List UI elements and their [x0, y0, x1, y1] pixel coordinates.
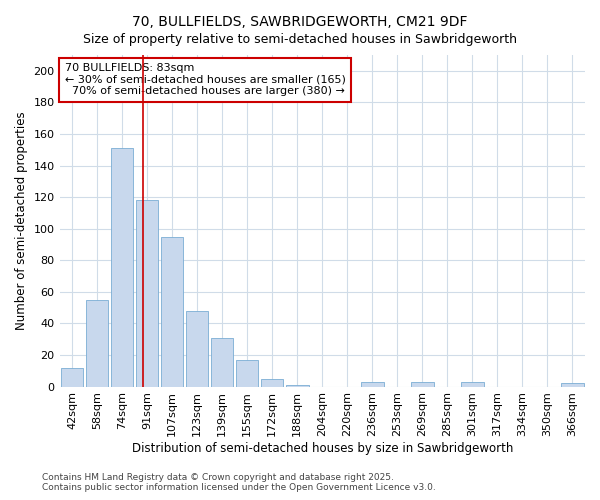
Bar	[186, 311, 208, 386]
Bar	[261, 378, 283, 386]
Bar	[461, 382, 484, 386]
Bar	[86, 300, 109, 386]
Bar	[286, 385, 308, 386]
Y-axis label: Number of semi-detached properties: Number of semi-detached properties	[15, 112, 28, 330]
Bar	[361, 382, 383, 386]
Bar	[211, 338, 233, 386]
Bar	[561, 384, 584, 386]
Text: Size of property relative to semi-detached houses in Sawbridgeworth: Size of property relative to semi-detach…	[83, 32, 517, 46]
Text: Contains HM Land Registry data © Crown copyright and database right 2025.
Contai: Contains HM Land Registry data © Crown c…	[42, 473, 436, 492]
Bar	[236, 360, 259, 386]
X-axis label: Distribution of semi-detached houses by size in Sawbridgeworth: Distribution of semi-detached houses by …	[131, 442, 513, 455]
Bar	[61, 368, 83, 386]
Bar	[111, 148, 133, 386]
Bar	[136, 200, 158, 386]
Text: 70 BULLFIELDS: 83sqm
← 30% of semi-detached houses are smaller (165)
  70% of se: 70 BULLFIELDS: 83sqm ← 30% of semi-detac…	[65, 64, 346, 96]
Bar	[161, 236, 184, 386]
Text: 70, BULLFIELDS, SAWBRIDGEWORTH, CM21 9DF: 70, BULLFIELDS, SAWBRIDGEWORTH, CM21 9DF	[132, 15, 468, 29]
Bar	[411, 382, 434, 386]
